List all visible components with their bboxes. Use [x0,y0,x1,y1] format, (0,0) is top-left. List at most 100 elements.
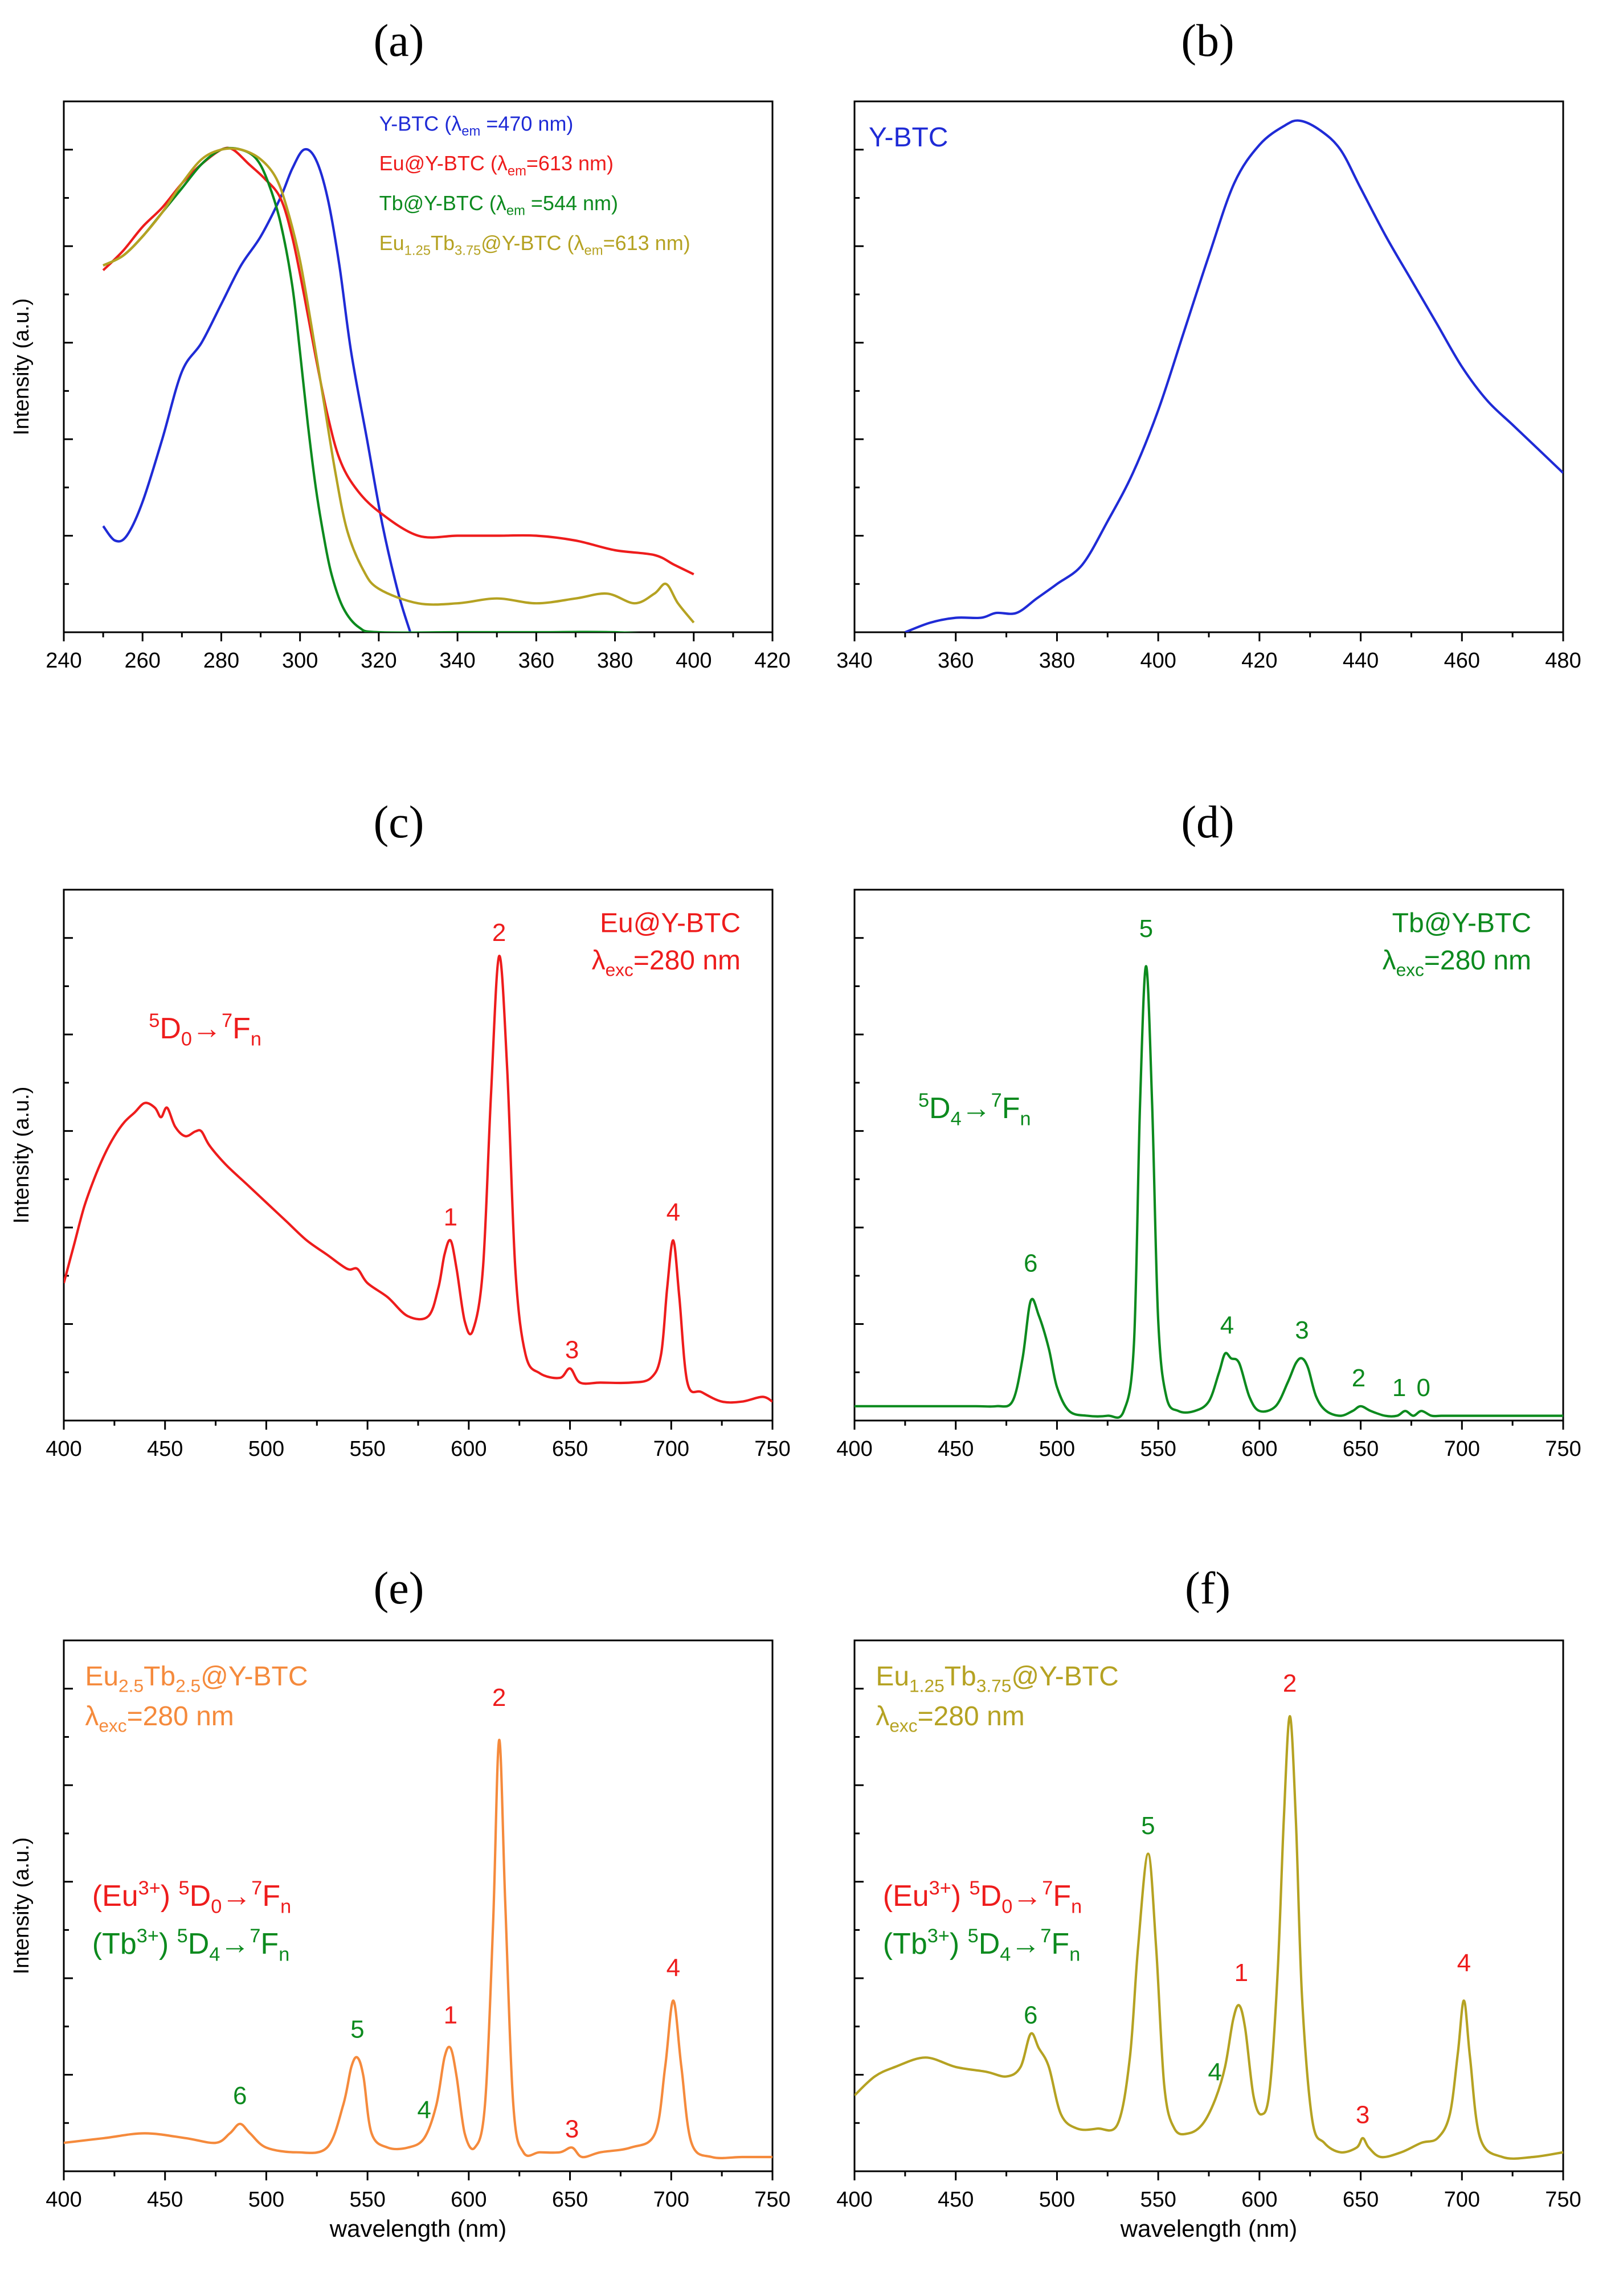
excitation-label-part: exc [606,959,633,980]
x-tick-label: 240 [46,649,81,673]
x-tick-label: 700 [653,2188,689,2212]
transition-label: (Eu3+) 5D0→7Fn [92,1877,291,1917]
excitation-label-part: exc [889,1716,917,1736]
peak-label: 6 [233,2082,247,2110]
x-tick-label: 360 [518,649,554,673]
x-tick-label: 750 [754,2188,790,2212]
series-line-green [103,146,640,632]
legend-entry-part: =613 nm) [526,152,614,175]
peak-label: 4 [1457,1949,1471,1977]
transition-label-part: → [1011,1927,1040,1961]
sample-label-part: 2.5 [175,1676,201,1696]
peak-label: 2 [492,1684,506,1712]
x-tick-label: 420 [1241,649,1277,673]
transition-label-part: n [1020,1108,1031,1129]
peak-label: 5 [1141,1812,1155,1840]
x-tick-label: 260 [125,649,161,673]
transition-label-part: 4 [1000,1943,1011,1965]
transition-label-part: ) [159,1927,177,1961]
transition-label-part: n [251,1028,261,1050]
x-tick-label: 750 [1545,1437,1581,1461]
x-tick-label: 360 [938,649,974,673]
x-tick-label: 400 [836,2188,872,2212]
x-tick-label: 450 [147,1437,183,1461]
transition-label-part: n [279,1943,289,1965]
sample-label-part: Tb [945,1661,976,1692]
transition-label-part: 0 [1001,1896,1012,1918]
excitation-label: λexc=280 nm [876,1701,1024,1736]
legend-entry-part: =613 nm) [603,231,690,255]
x-tick-label: 750 [1545,2188,1581,2212]
transition-label-part: 3+ [927,1925,950,1947]
legend-entry: Eu1.25Tb3.75@Y-BTC (λem=613 nm) [379,231,690,259]
transition-label-part: ) [950,1927,968,1961]
sample-label-part: Tb [144,1661,175,1692]
peak-label: 2 [492,919,506,947]
peak-label: 3 [565,2115,579,2143]
x-tick-label: 600 [451,2188,486,2212]
excitation-label-part: =280 nm [633,946,741,976]
sample-label-part: 2.5 [118,1676,144,1696]
peak-label: 1 [1234,1959,1248,1987]
transition-label-part: F [232,1012,251,1045]
transition-label-part: 7 [250,1925,260,1947]
x-tick-label: 550 [349,1437,385,1461]
legend-entry-part: 1.25 [404,243,431,259]
legend-entry-part: Tb@Y-BTC ( [379,191,496,215]
sample-label-part: Y-BTC [869,122,948,153]
x-axis-label: wavelength (nm) [329,2215,506,2242]
transition-label-part: 3+ [138,1877,161,1899]
x-tick-label: 400 [46,1437,81,1461]
transition-label-part: n [280,1896,291,1918]
transition-label-part: 7 [1042,1877,1053,1899]
transition-label-part: ) [161,1880,179,1913]
sample-label: Eu@Y-BTC [600,908,741,939]
series-line-blue [102,148,412,632]
excitation-label: λexc=280 nm [85,1701,234,1736]
x-tick-label: 320 [361,649,396,673]
transition-label-part: 5 [177,1925,188,1947]
y-axis-label: Intensity (a.u.) [10,1837,34,1975]
transition-label-part: (Tb [92,1927,137,1961]
x-tick-label: 650 [1343,2188,1379,2212]
transition-label-part: D [188,1927,210,1961]
x-tick-label: 460 [1444,649,1480,673]
excitation-label-part: =280 nm [1424,946,1531,976]
transition-label-part: F [1051,1927,1069,1961]
legend-entry-part: em [461,124,480,139]
transition-label-part: 5 [179,1877,190,1899]
excitation-label: λexc=280 nm [1383,946,1531,980]
peak-label: 4 [1208,2058,1221,2086]
series-line-blue [905,119,1563,632]
panel-tag: (e) [374,1564,424,1614]
x-tick-label: 650 [552,2188,588,2212]
peak-label: 1 [1392,1374,1406,1402]
sample-label: Eu1.25Tb3.75@Y-BTC [876,1661,1118,1696]
legend-entry: Y-BTC (λem =470 nm) [379,112,574,139]
legend-entry-part: λ [451,112,461,135]
x-tick-label: 550 [349,2188,385,2212]
x-tick-label: 700 [1444,2188,1480,2212]
legend-entry-part: λ [496,191,506,215]
transition-label: (Tb3+) 5D4→7Fn [92,1925,290,1965]
transition-label-part: 5 [968,1925,979,1947]
peak-label: 3 [565,1336,579,1364]
peak-label: 6 [1024,1250,1037,1278]
excitation-label-part: exc [1396,959,1424,980]
x-tick-label: 400 [46,2188,81,2212]
x-tick-label: 300 [282,649,318,673]
transition-label-part: F [262,1880,280,1913]
transition-label-part: 4 [209,1943,220,1965]
legend-entry-part: @Y-BTC ( [481,231,574,255]
sample-label-part: Tb@Y-BTC [1392,908,1531,939]
x-tick-label: 500 [1039,1437,1075,1461]
transition-label: (Eu3+) 5D0→7Fn [883,1877,1082,1917]
transition-label-part: 0 [211,1896,222,1918]
chart-panel-d: (d)400 450 500 550 600 650 700 750Tb@Y-BTCλexc=… [836,797,1581,1461]
excitation-label-part: exc [99,1716,126,1736]
peak-label: 1 [444,1203,457,1231]
y-axis-label: Intensity (a.u.) [10,1087,34,1224]
transition-label-part: 5 [149,1010,160,1032]
excitation-label-part: =280 nm [127,1701,234,1732]
